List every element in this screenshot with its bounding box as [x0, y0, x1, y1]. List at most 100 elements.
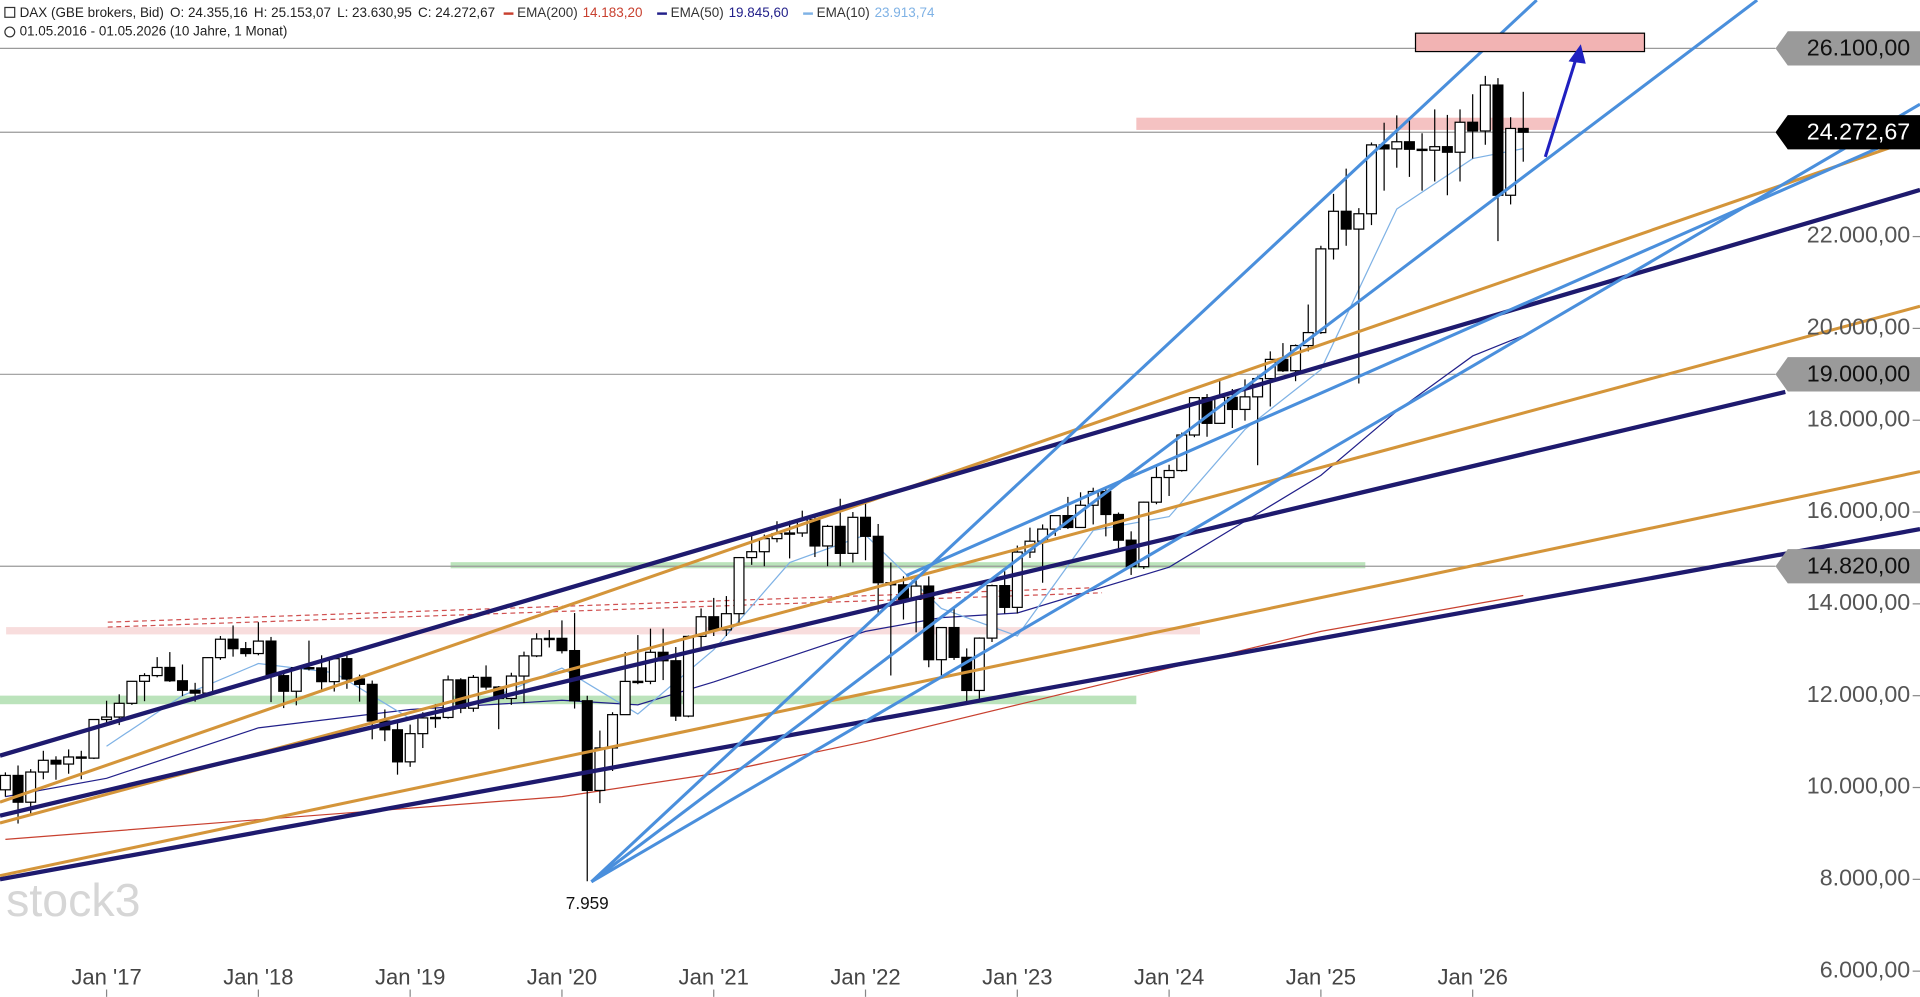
candle-body	[1328, 210, 1340, 250]
y-tick-label: 8.000,00	[1820, 864, 1911, 890]
trendline	[0, 187, 1920, 758]
header-text: EMA(10)	[817, 5, 870, 20]
candle-body	[708, 616, 720, 631]
candle-body	[1239, 396, 1251, 411]
candle-body	[151, 666, 163, 677]
candle-body	[12, 774, 24, 803]
arrow-head	[1568, 44, 1586, 64]
candle-body	[480, 676, 492, 688]
axes: 7.959 6.000,00 8.000,00 10.000,00 12.000,00 1…	[71, 31, 1920, 997]
candle-body	[1441, 146, 1453, 153]
support-zone	[0, 695, 1137, 705]
header-text: EMA(200)	[517, 5, 578, 20]
candle-body	[391, 729, 404, 763]
level-label: 26.100,00	[1807, 35, 1911, 61]
candle-body	[1492, 84, 1504, 196]
candle-body	[164, 666, 176, 682]
candle-body	[442, 679, 454, 719]
y-tick-label: 16.000,00	[1807, 497, 1911, 523]
y-tick-label: 14.000,00	[1807, 589, 1911, 615]
candle-body	[632, 680, 644, 684]
candle-body	[1150, 476, 1162, 503]
candle-body	[417, 717, 429, 735]
candle-body	[252, 640, 264, 655]
candle-body	[227, 638, 239, 650]
y-tick-label: 20.000,00	[1807, 314, 1911, 340]
trendline	[0, 470, 1920, 878]
level-box	[1775, 357, 1920, 392]
y-tick-label: 22.000,00	[1807, 222, 1911, 248]
candle-body	[1429, 146, 1441, 151]
candle-body	[860, 516, 872, 537]
subtitle: 01.05.2016 - 01.05.2026 (10 Jahre, 1 Mon…	[20, 24, 288, 39]
watermark: stock3	[6, 874, 140, 926]
candle-body	[1138, 501, 1150, 568]
candle-body	[176, 680, 188, 691]
candle-body	[619, 680, 631, 716]
header-text: EMA(50)	[671, 5, 724, 20]
candle-body	[37, 759, 49, 773]
level-lines	[0, 47, 1776, 567]
candle-body	[569, 649, 581, 702]
header-text: H: 25.153,07	[254, 5, 331, 20]
candle-body	[113, 702, 125, 718]
trendline	[590, 0, 1538, 883]
dashed-trendline	[107, 592, 1103, 628]
candle-body	[75, 756, 87, 759]
candle-body	[935, 626, 947, 661]
zones: stock3	[0, 117, 1556, 926]
candle-body	[670, 660, 682, 717]
candle-body	[0, 774, 11, 791]
icon	[4, 26, 16, 38]
candle-body	[746, 551, 758, 559]
y-tick-label: 6.000,00	[1820, 956, 1911, 982]
candle-body	[720, 613, 732, 631]
candle-body	[948, 626, 960, 658]
candle-body	[847, 516, 859, 554]
header-text: 14.183,20	[583, 5, 643, 20]
y-tick-label: 18.000,00	[1807, 405, 1911, 431]
header-text: 19.845,60	[729, 5, 789, 20]
candle-body	[834, 525, 846, 554]
candle-body	[214, 638, 226, 659]
level-box	[1775, 549, 1920, 584]
trendline	[905, 143, 1887, 578]
candle-body	[607, 714, 619, 749]
candle-body	[518, 655, 530, 677]
candle-body	[809, 519, 821, 547]
level-label: 19.000,00	[1807, 361, 1911, 387]
trendline	[590, 0, 1759, 883]
support-zone	[450, 562, 1366, 569]
trendline	[590, 102, 1920, 884]
candle-body	[872, 535, 884, 584]
candle-body	[1391, 141, 1403, 150]
candle-body	[1011, 551, 1023, 608]
candle-body	[1416, 148, 1428, 152]
candle-body	[999, 585, 1011, 608]
candle-body	[1201, 397, 1213, 424]
header-text: L: 23.630,95	[337, 5, 412, 20]
candle-body	[366, 683, 378, 722]
candle-body	[278, 675, 290, 692]
candle-body	[682, 635, 694, 717]
candle-body	[973, 637, 985, 692]
candle-body	[1403, 141, 1415, 150]
trendline	[0, 135, 1920, 804]
candle-body	[822, 525, 834, 547]
candle-body	[758, 538, 770, 553]
annotation-label: 7.959	[566, 893, 609, 913]
candle-body	[1163, 469, 1175, 479]
level-label: 24.272,67	[1807, 119, 1910, 145]
x-tick-label: Jan '26	[1437, 964, 1507, 989]
header-text: DAX (GBE brokers, Bid)	[20, 5, 164, 20]
candle-body	[1112, 513, 1125, 541]
candle-body	[1315, 248, 1327, 334]
candle-body	[240, 648, 252, 655]
candle-body	[1505, 127, 1517, 196]
candle-body	[1479, 84, 1491, 132]
resistance-zone	[1136, 117, 1556, 130]
x-tick-label: Jan '22	[830, 964, 900, 989]
candle-body	[265, 640, 277, 677]
candle-body	[695, 616, 707, 638]
